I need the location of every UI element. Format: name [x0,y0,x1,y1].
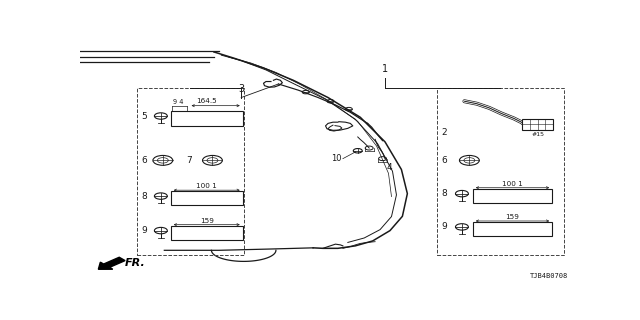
Text: 1: 1 [382,64,388,74]
Bar [171,111,243,126]
Bar [171,191,243,205]
Text: 159: 159 [200,218,214,224]
Bar [522,119,553,130]
Text: 2: 2 [441,128,447,137]
Text: 100 1: 100 1 [196,183,217,189]
Text: 159: 159 [506,214,520,220]
Text: TJB4B0708: TJB4B0708 [531,273,568,279]
Text: 6: 6 [141,156,147,165]
Text: 3: 3 [238,84,244,94]
Text: 8: 8 [441,189,447,198]
Text: 8: 8 [141,192,147,201]
Text: 7: 7 [187,156,193,165]
Text: 9: 9 [141,226,147,235]
Text: 164.5: 164.5 [196,98,217,104]
Text: 9 4: 9 4 [173,99,184,105]
Bar [473,222,552,236]
Text: FR.: FR. [125,258,145,268]
FancyArrow shape [99,257,125,269]
Text: 10: 10 [332,154,342,163]
Text: 9: 9 [441,222,447,231]
Text: 4: 4 [387,163,392,172]
Text: 100 1: 100 1 [502,181,523,187]
Text: 5: 5 [141,111,147,121]
Bar [437,88,564,255]
Bar [171,226,243,240]
Text: #15: #15 [531,132,544,137]
Bar [473,189,552,203]
Bar [137,88,244,255]
Text: 6: 6 [441,156,447,165]
